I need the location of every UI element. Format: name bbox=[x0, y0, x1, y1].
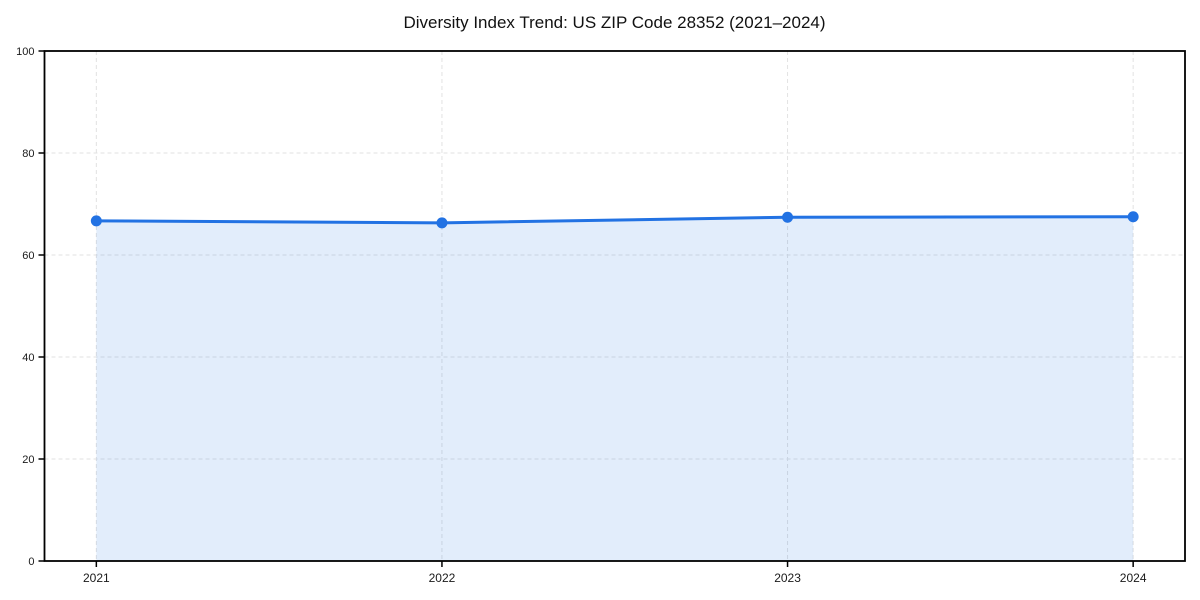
y-tick-label: 80 bbox=[22, 148, 34, 160]
x-tick-label: 2024 bbox=[1120, 571, 1147, 585]
trend-line bbox=[94, 215, 1135, 225]
y-tick-label: 0 bbox=[28, 556, 34, 568]
data-point bbox=[1127, 211, 1139, 223]
y-tick-label: 60 bbox=[22, 250, 34, 262]
y-tick-label: 20 bbox=[22, 454, 34, 466]
y-tick-label: 40 bbox=[22, 352, 34, 364]
chart-title: Diversity Index Trend: US ZIP Code 28352… bbox=[403, 13, 826, 32]
x-tick-label: 2023 bbox=[774, 571, 801, 585]
plot-border bbox=[43, 50, 1186, 562]
data-point bbox=[782, 211, 794, 223]
data-point bbox=[90, 215, 102, 227]
area-fill bbox=[96, 216, 1134, 561]
data-point bbox=[436, 217, 448, 229]
x-tick-label: 2022 bbox=[429, 571, 456, 585]
x-tick-label: 2021 bbox=[83, 571, 110, 585]
y-tick-label: 100 bbox=[16, 46, 34, 58]
